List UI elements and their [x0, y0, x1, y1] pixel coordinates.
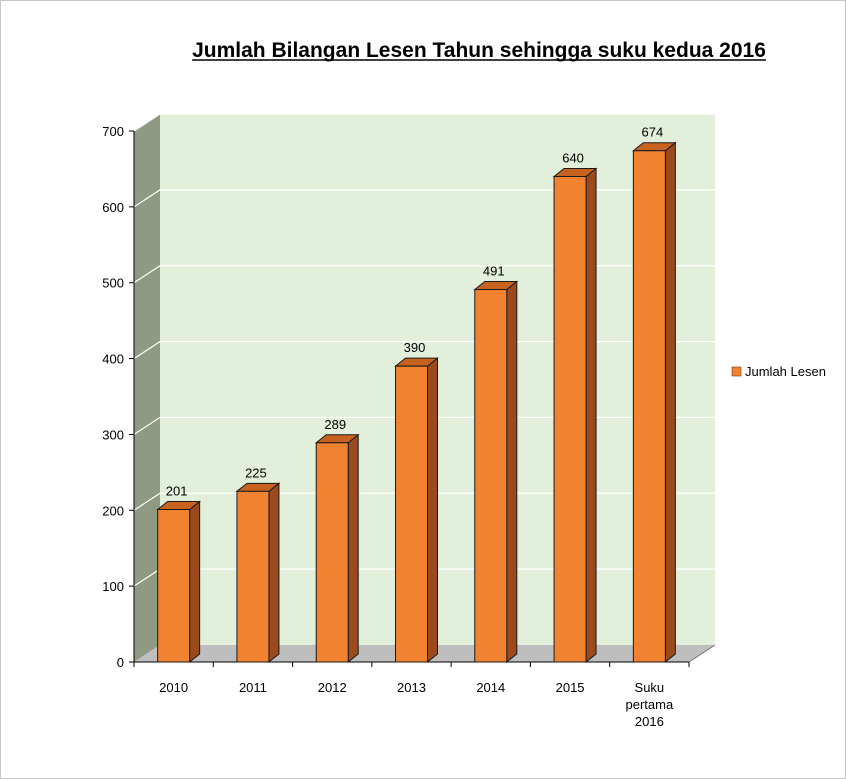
- bar-front: [395, 365, 428, 663]
- y-tick-label: 300: [102, 427, 124, 442]
- data-label: 491: [483, 264, 505, 279]
- bar-side: [268, 482, 280, 664]
- y-tick-label: 500: [102, 276, 124, 291]
- x-axis: 2010 2011 2012 2013 2014 2015 Suku pertama 2016: [133, 644, 716, 729]
- data-label: 674: [642, 125, 664, 140]
- gridline: [133, 189, 715, 208]
- data-label: 289: [324, 417, 346, 432]
- bar-side: [585, 167, 597, 664]
- bar-front: [553, 176, 587, 663]
- gridline: [133, 340, 715, 360]
- y-tick-label: 600: [102, 200, 124, 215]
- bar-side: [506, 280, 518, 664]
- chart-title: Jumlah Bilangan Lesen Tahun sehingga suk…: [192, 39, 766, 62]
- bars: [156, 141, 677, 664]
- gridlines: [133, 113, 715, 587]
- x-tick-label: Suku pertama 2016: [626, 680, 674, 729]
- y-tick-label: 100: [102, 579, 124, 594]
- data-label: 225: [245, 465, 267, 480]
- bar: [552, 167, 598, 664]
- x-tick-label: 2011: [239, 680, 267, 695]
- bar-side: [427, 357, 438, 664]
- bar-side: [664, 141, 676, 664]
- x-tick-label: 2010: [159, 680, 188, 695]
- legend-swatch: [731, 366, 742, 377]
- data-label: 390: [404, 340, 426, 355]
- y-axis: 0 100 200 300 400 500 600 700: [102, 124, 135, 670]
- x-tick-label: 2014: [476, 680, 505, 695]
- data-label: 640: [562, 151, 584, 166]
- bar-front: [236, 490, 270, 663]
- bar: [394, 357, 439, 664]
- bar: [631, 141, 677, 664]
- bar-side: [347, 433, 359, 664]
- y-tick-label: 400: [102, 352, 124, 367]
- bar: [314, 433, 360, 664]
- legend: Jumlah Lesen: [731, 364, 826, 379]
- bar-side: [189, 500, 201, 664]
- gridline: [133, 416, 715, 435]
- data-labels: 201 225 289 390 491 640 674: [166, 125, 663, 499]
- floor-edge: [688, 644, 716, 663]
- y-tick-label: 700: [102, 124, 124, 139]
- y-tick-label: 200: [102, 503, 124, 518]
- bar: [235, 482, 281, 664]
- bar-front: [315, 442, 349, 663]
- y-tick-label: 0: [117, 655, 124, 670]
- gridline: [133, 492, 715, 511]
- bar: [156, 500, 202, 664]
- x-tick-label: 2015: [556, 680, 585, 695]
- data-label: 201: [166, 484, 188, 499]
- x-tick-label: 2012: [318, 680, 347, 695]
- bar-front: [474, 289, 508, 663]
- bar-front: [157, 509, 191, 663]
- x-tick-label: 2013: [397, 680, 426, 695]
- legend-label: Jumlah Lesen: [745, 364, 826, 379]
- gridline: [133, 113, 715, 132]
- gridline: [133, 265, 715, 284]
- bar: [473, 280, 519, 664]
- bar-front: [632, 150, 666, 663]
- side-wall: [134, 114, 160, 662]
